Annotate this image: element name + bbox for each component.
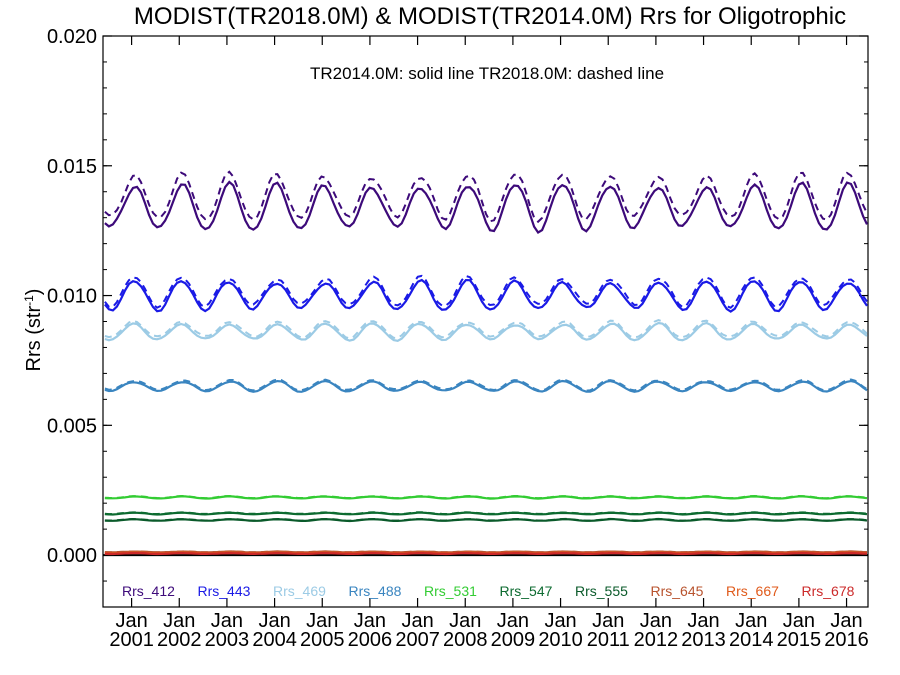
x-tick-year: 2007 — [395, 629, 440, 651]
y-axis-label: Rrs (str-1) — [22, 289, 45, 372]
series-line-rrs-443-tr2014 — [104, 278, 868, 313]
legend-item-rrs-443: Rrs_443 — [198, 583, 251, 599]
legend-item-rrs-555: Rrs_555 — [575, 583, 628, 599]
x-tick-year: 2013 — [681, 629, 726, 651]
x-tick-month: Jan — [211, 610, 243, 632]
series-line-rrs-412-tr2014 — [104, 180, 868, 234]
y-tick-label: 0.000 — [47, 545, 97, 567]
plot-area: 0.0000.0050.0100.0150.020Jan2001Jan2002J… — [47, 26, 869, 651]
y-tick-label: 0.020 — [47, 26, 97, 48]
x-tick-year: 2006 — [348, 629, 393, 651]
x-tick-month: Jan — [354, 610, 386, 632]
legend-item-rrs-488: Rrs_488 — [349, 583, 402, 599]
x-tick-year: 2005 — [300, 629, 345, 651]
series-line-rrs-488-tr2018 — [104, 378, 868, 392]
x-tick-year: 2012 — [634, 629, 679, 651]
y-tick-label: 0.015 — [47, 156, 97, 178]
line-style-note: TR2014.0M: solid line TR2018.0M: dashed … — [310, 64, 664, 83]
legend-item-rrs-469: Rrs_469 — [273, 583, 326, 599]
x-tick-year: 2010 — [538, 629, 583, 651]
x-tick-year: 2011 — [587, 629, 630, 651]
legend-item-rrs-678: Rrs_678 — [802, 583, 855, 599]
x-tick-month: Jan — [163, 610, 195, 632]
series-line-rrs-443-tr2018 — [104, 274, 868, 309]
x-tick-year: 2008 — [443, 629, 488, 651]
legend-item-rrs-667: Rrs_667 — [726, 583, 779, 599]
x-tick-year: 2009 — [491, 629, 536, 651]
x-tick-year: 2014 — [729, 629, 774, 651]
legend-item-rrs-645: Rrs_645 — [651, 583, 704, 599]
series-line-rrs-412-tr2018 — [104, 170, 868, 224]
x-tick-month: Jan — [401, 610, 433, 632]
x-tick-month: Jan — [783, 610, 815, 632]
x-tick-year: 2001 — [109, 629, 154, 651]
legend-item-rrs-531: Rrs_531 — [424, 583, 477, 599]
series-line-rrs-469-tr2018 — [104, 319, 868, 340]
y-axis-label-main: Rrs (str — [23, 306, 45, 372]
y-axis-label-sup: -1 — [22, 295, 36, 306]
x-tick-month: Jan — [544, 610, 576, 632]
series-line-rrs-469-tr2014 — [104, 321, 868, 342]
x-tick-month: Jan — [735, 610, 767, 632]
x-tick-month: Jan — [258, 610, 290, 632]
x-tick-year: 2003 — [205, 629, 250, 651]
x-tick-year: 2002 — [157, 629, 202, 651]
series-line-rrs-547-tr2018 — [104, 511, 868, 516]
series-line-rrs-531-tr2018 — [104, 494, 868, 500]
legend-item-rrs-547: Rrs_547 — [500, 583, 553, 599]
series-line-rrs-555-tr2018 — [104, 517, 868, 522]
x-tick-month: Jan — [687, 610, 719, 632]
x-tick-month: Jan — [115, 610, 147, 632]
series-line-rrs-488-tr2014 — [104, 379, 868, 393]
chart-title: MODIST(TR2018.0M) & MODIST(TR2014.0M) Rr… — [134, 3, 846, 30]
x-tick-month: Jan — [640, 610, 672, 632]
x-tick-year: 2015 — [777, 629, 822, 651]
y-axis-label-close: ) — [23, 289, 45, 296]
x-tick-year: 2016 — [824, 629, 869, 651]
y-tick-label: 0.005 — [47, 415, 97, 437]
x-tick-year: 2004 — [252, 629, 297, 651]
x-tick-month: Jan — [306, 610, 338, 632]
x-tick-month: Jan — [449, 610, 481, 632]
series-line-rrs-678-tr2014 — [104, 551, 868, 556]
x-tick-month: Jan — [497, 610, 529, 632]
x-tick-month: Jan — [592, 610, 624, 632]
x-tick-month: Jan — [830, 610, 862, 632]
y-tick-label: 0.010 — [47, 286, 97, 308]
legend-item-rrs-412: Rrs_412 — [122, 583, 175, 599]
